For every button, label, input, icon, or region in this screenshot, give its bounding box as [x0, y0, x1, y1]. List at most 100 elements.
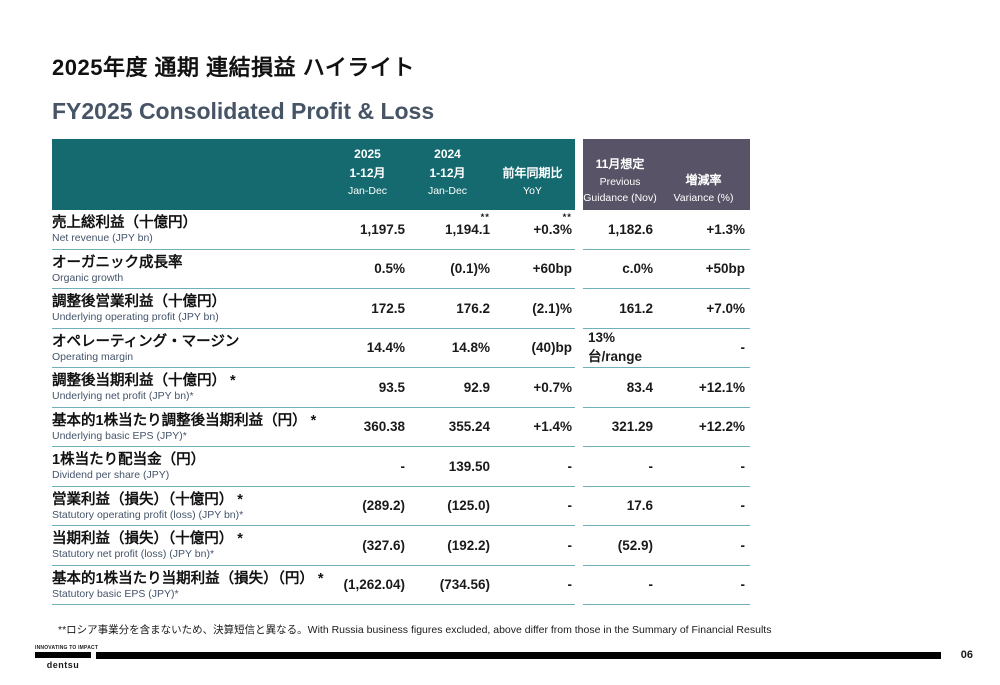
- row-guidance: - -: [583, 447, 750, 487]
- header-yoy-en: YoY: [523, 185, 542, 197]
- brand-tagline: INNOVATING TO IMPACT: [35, 645, 99, 651]
- row-label-english: Underlying net profit (JPY bn)*: [52, 390, 194, 403]
- value-guidance: -: [648, 458, 654, 474]
- value-2024: 14.8%: [451, 340, 490, 356]
- row-label-japanese: 調整後営業利益（十億円）: [52, 294, 226, 311]
- row-label-english: Underlying basic EPS (JPY)*: [52, 429, 187, 442]
- dentsu-logo: INNOVATING TO IMPACT dentsu: [35, 645, 99, 670]
- row-actuals: 売上総利益（十億円） Net revenue (JPY bn) 1,197.5 …: [52, 210, 575, 250]
- row-guidance: 321.29 +12.2%: [583, 408, 750, 447]
- row-label-japanese: 基本的1株当たり当期利益（損失）（円） *: [52, 570, 324, 587]
- row-label-english: Statutory basic EPS (JPY)*: [52, 587, 179, 600]
- value-variance: -: [740, 340, 746, 356]
- row-label: 売上総利益（十億円） Net revenue (JPY bn): [52, 210, 330, 249]
- row-actuals: 調整後営業利益（十億円） Underlying operating profit…: [52, 289, 575, 329]
- row-actuals: オーガニック成長率 Organic growth 0.5% (0.1)% +60…: [52, 250, 575, 289]
- brand-name: dentsu: [46, 660, 80, 670]
- table-row: 調整後営業利益（十億円） Underlying operating profit…: [52, 289, 750, 329]
- value-2025: (289.2): [362, 498, 405, 514]
- row-guidance: c.0% +50bp: [583, 250, 750, 289]
- value-variance: -: [740, 498, 746, 514]
- row-label-japanese: オーガニック成長率: [52, 254, 183, 271]
- value-2025: 360.38: [363, 419, 405, 435]
- header-yoy-ja: 前年同期比: [502, 166, 563, 180]
- value-yoy: +0.7%: [533, 379, 572, 395]
- row-label: 当期利益（損失）（十億円） * Statutory net profit (lo…: [52, 526, 330, 565]
- footnote: **ロシア事業分を含まないため、決算短信と異なる。With Russia bus…: [58, 624, 772, 636]
- brand-bar: [35, 652, 91, 658]
- row-guidance: 17.6 -: [583, 487, 750, 526]
- table-row: オペレーティング・マージン Operating margin 14.4% 14.…: [52, 329, 750, 368]
- page-number: 06: [960, 649, 973, 661]
- table-row: オーガニック成長率 Organic growth 0.5% (0.1)% +60…: [52, 250, 750, 289]
- header-guidance-ja: 11月想定: [595, 157, 645, 171]
- value-2024: (734.56): [439, 577, 490, 593]
- header-col-variance: 増減率 Variance (%): [657, 139, 750, 210]
- value-guidance: 1,182.6: [607, 221, 653, 237]
- header-col-2024: 2024 1-12月 Jan-Dec: [405, 139, 490, 210]
- row-label-english: Underlying operating profit (JPY bn): [52, 311, 219, 324]
- row-guidance: 13%台/range -: [583, 329, 750, 368]
- header-col-2025: 2025 1-12月 Jan-Dec: [330, 139, 405, 210]
- value-yoy: ** +0.3%: [533, 211, 572, 237]
- row-guidance: 1,182.6 +1.3%: [583, 210, 750, 250]
- row-label: 営業利益（損失）（十億円） * Statutory operating prof…: [52, 487, 330, 526]
- value-variance: +50bp: [705, 261, 745, 277]
- row-guidance: - -: [583, 566, 750, 605]
- value-variance: -: [740, 537, 746, 553]
- profit-loss-table: 2025 1-12月 Jan-Dec 2024 1-12月 Jan-Dec 前年…: [52, 139, 750, 605]
- row-label-english: Organic growth: [52, 271, 124, 284]
- row-label-japanese: 当期利益（損失）（十億円） *: [52, 531, 243, 548]
- row-label-english: Operating margin: [52, 350, 134, 363]
- value-variance: +12.1%: [698, 379, 745, 395]
- row-guidance: 161.2 +7.0%: [583, 289, 750, 329]
- row-actuals: 1株当たり配当金（円） Dividend per share (JPY) - 1…: [52, 447, 575, 487]
- value-yoy: (40)bp: [531, 340, 573, 356]
- header-year: 2025: [354, 147, 381, 161]
- row-guidance: (52.9) -: [583, 526, 750, 566]
- value-variance: -: [740, 577, 746, 593]
- table-row: 1株当たり配当金（円） Dividend per share (JPY) - 1…: [52, 447, 750, 487]
- row-actuals: 当期利益（損失）（十億円） * Statutory net profit (lo…: [52, 526, 575, 566]
- value-variance: -: [740, 458, 746, 474]
- value-variance: +7.0%: [706, 300, 745, 316]
- value-variance: +1.3%: [706, 221, 745, 237]
- value-2024: (125.0): [447, 498, 490, 514]
- value-yoy: -: [567, 537, 573, 553]
- header-label-spacer: [52, 139, 330, 210]
- row-label: 調整後営業利益（十億円） Underlying operating profit…: [52, 289, 330, 328]
- footnote-marker: **: [562, 211, 572, 223]
- value-2024: 92.9: [463, 379, 490, 395]
- row-label: オペレーティング・マージン Operating margin: [52, 329, 330, 368]
- row-guidance: 83.4 +12.1%: [583, 368, 750, 408]
- row-label-japanese: 調整後当期利益（十億円） *: [52, 373, 236, 390]
- row-actuals: オペレーティング・マージン Operating margin 14.4% 14.…: [52, 329, 575, 368]
- value-2025: 14.4%: [366, 340, 405, 356]
- row-label: 基本的1株当たり調整後当期利益（円） * Underlying basic EP…: [52, 408, 330, 447]
- row-label: 調整後当期利益（十億円） * Underlying net profit (JP…: [52, 368, 330, 407]
- value-variance: +12.2%: [698, 419, 745, 435]
- value-2025: 1,197.5: [359, 221, 405, 237]
- value-2024: (0.1)%: [450, 261, 490, 277]
- row-label-english: Net revenue (JPY bn): [52, 232, 153, 245]
- header-guidance-en2: Guidance (Nov): [583, 192, 657, 204]
- header-variance-ja: 増減率: [685, 173, 722, 187]
- value-guidance: (52.9): [617, 537, 653, 553]
- row-actuals: 営業利益（損失）（十億円） * Statutory operating prof…: [52, 487, 575, 526]
- slide-title-english: FY2025 Consolidated Profit & Loss: [52, 98, 435, 124]
- row-label: 1株当たり配当金（円） Dividend per share (JPY): [52, 447, 330, 486]
- table-row: 基本的1株当たり当期利益（損失）（円） * Statutory basic EP…: [52, 566, 750, 605]
- row-label-japanese: オペレーティング・マージン: [52, 333, 240, 350]
- header-col-yoy: 前年同期比 YoY: [490, 139, 575, 210]
- row-label-japanese: 1株当たり配当金（円）: [52, 452, 206, 469]
- footer-divider-bar: [96, 652, 941, 659]
- row-actuals: 基本的1株当たり調整後当期利益（円） * Underlying basic EP…: [52, 408, 575, 447]
- table-row: 調整後当期利益（十億円） * Underlying net profit (JP…: [52, 368, 750, 408]
- table-rows: 売上総利益（十億円） Net revenue (JPY bn) 1,197.5 …: [52, 210, 750, 605]
- value-yoy: (2.1)%: [532, 300, 572, 316]
- value-guidance: 17.6: [626, 498, 653, 514]
- row-label-english: Statutory operating profit (loss) (JPY b…: [52, 508, 244, 521]
- header-period-en: Jan-Dec: [347, 185, 388, 197]
- table-row: 基本的1株当たり調整後当期利益（円） * Underlying basic EP…: [52, 408, 750, 447]
- value-guidance: 13%台/range: [588, 330, 643, 365]
